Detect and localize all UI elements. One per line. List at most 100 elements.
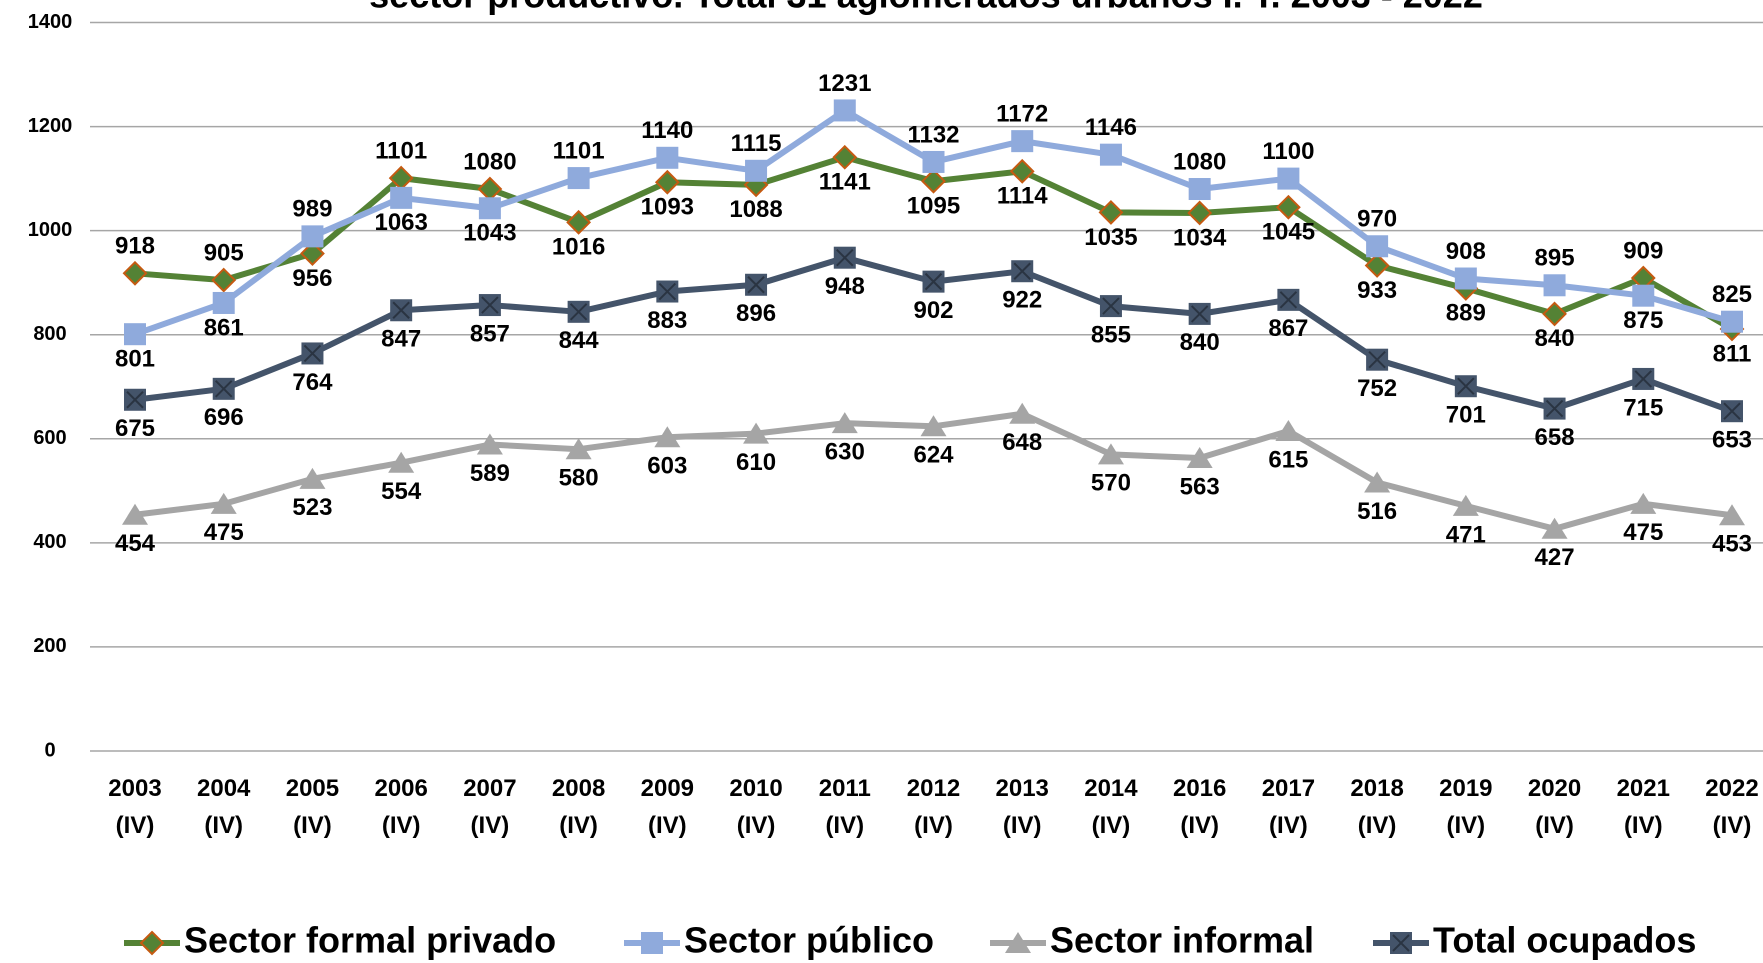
data-label: 523	[292, 494, 332, 521]
marker	[922, 150, 945, 173]
x-tick-label: 2003 (IV)	[108, 775, 161, 839]
data-label: 427	[1535, 544, 1575, 571]
data-label: 1080	[463, 148, 516, 175]
marker	[567, 167, 590, 190]
data-label: 956	[292, 265, 332, 292]
data-label: 658	[1535, 424, 1575, 451]
marker	[565, 438, 592, 460]
legend-label: Total ocupados	[1433, 920, 1696, 961]
marker	[1452, 494, 1479, 516]
marker	[1632, 367, 1655, 390]
marker	[654, 169, 680, 195]
marker	[1543, 397, 1566, 420]
x-tick-label: 2019 (IV)	[1439, 775, 1492, 839]
marker	[1277, 288, 1300, 311]
marker	[1541, 517, 1568, 539]
data-label: 554	[381, 478, 422, 505]
marker	[922, 270, 945, 293]
data-label: 653	[1712, 427, 1752, 454]
data-label: 908	[1446, 238, 1486, 265]
y-tick-label: 800	[33, 323, 66, 345]
data-label: 1115	[731, 130, 782, 157]
marker	[1009, 158, 1035, 184]
data-label: 475	[1623, 519, 1663, 546]
data-label: 989	[292, 196, 332, 223]
data-label: 475	[204, 519, 244, 546]
marker	[1454, 267, 1477, 290]
data-label: 624	[913, 442, 954, 469]
data-label: 883	[647, 307, 687, 334]
marker-cross	[1723, 402, 1741, 420]
x-tick-label: 2004 (IV)	[197, 775, 251, 839]
data-label: 1095	[907, 193, 960, 220]
marker	[1366, 235, 1389, 258]
data-label: 675	[115, 415, 155, 442]
data-label: 948	[825, 273, 865, 300]
data-label: 752	[1357, 375, 1397, 402]
marker	[1630, 492, 1657, 514]
marker	[124, 388, 146, 411]
data-label: 889	[1446, 300, 1486, 327]
data-label: 1101	[375, 137, 427, 164]
marker	[654, 426, 681, 448]
marker-cross	[303, 344, 322, 363]
legend-label: Sector informal	[1050, 920, 1314, 961]
marker-cross	[215, 380, 233, 398]
marker	[1275, 419, 1302, 441]
data-label: 1035	[1084, 224, 1137, 251]
data-label: 918	[115, 233, 155, 260]
data-label: 895	[1535, 245, 1575, 272]
marker	[1098, 200, 1124, 225]
data-label: 1063	[374, 209, 427, 236]
marker	[390, 186, 413, 209]
marker	[1011, 130, 1034, 153]
data-label: 454	[115, 530, 156, 557]
marker	[1009, 402, 1036, 424]
marker-cross	[836, 248, 854, 267]
marker-cross	[1368, 350, 1386, 369]
data-label: 1132	[907, 121, 959, 148]
marker	[656, 280, 679, 303]
marker	[301, 225, 324, 248]
marker	[212, 291, 235, 314]
marker	[656, 146, 679, 169]
marker	[301, 342, 324, 365]
x-tick-label: 2018 (IV)	[1350, 775, 1403, 839]
marker-cross	[747, 276, 765, 294]
data-label: 516	[1357, 498, 1397, 525]
marker	[122, 503, 148, 525]
marker	[122, 260, 148, 286]
marker	[831, 412, 858, 434]
data-label: 902	[913, 297, 953, 324]
marker	[743, 422, 770, 444]
data-label: 1016	[552, 234, 605, 261]
y-tick-label: 1000	[28, 219, 73, 241]
data-label: 1034	[1173, 224, 1227, 251]
marker	[1366, 348, 1389, 371]
marker	[1187, 200, 1213, 226]
marker	[1721, 400, 1743, 423]
marker	[1390, 932, 1412, 954]
marker	[1188, 302, 1211, 325]
marker	[477, 176, 503, 202]
data-label: 840	[1180, 329, 1220, 356]
marker-cross	[1279, 291, 1298, 309]
legend-label: Sector formal privado	[184, 920, 556, 961]
marker-cross	[658, 282, 677, 301]
data-label: 1100	[1262, 138, 1314, 165]
marker	[1364, 253, 1390, 278]
marker	[1011, 260, 1034, 283]
data-label: 580	[559, 465, 599, 492]
x-tick-label: 2013 (IV)	[996, 775, 1049, 839]
marker	[1542, 301, 1567, 327]
marker	[1186, 447, 1213, 469]
data-label: 764	[292, 369, 333, 396]
data-label: 589	[470, 460, 510, 487]
marker	[476, 433, 503, 455]
data-label: 1231	[818, 70, 871, 97]
data-label: 825	[1712, 281, 1752, 308]
marker-cross	[1457, 377, 1475, 395]
data-label: 1088	[729, 196, 782, 223]
marker-cross	[126, 391, 144, 409]
data-label: 970	[1357, 206, 1397, 233]
